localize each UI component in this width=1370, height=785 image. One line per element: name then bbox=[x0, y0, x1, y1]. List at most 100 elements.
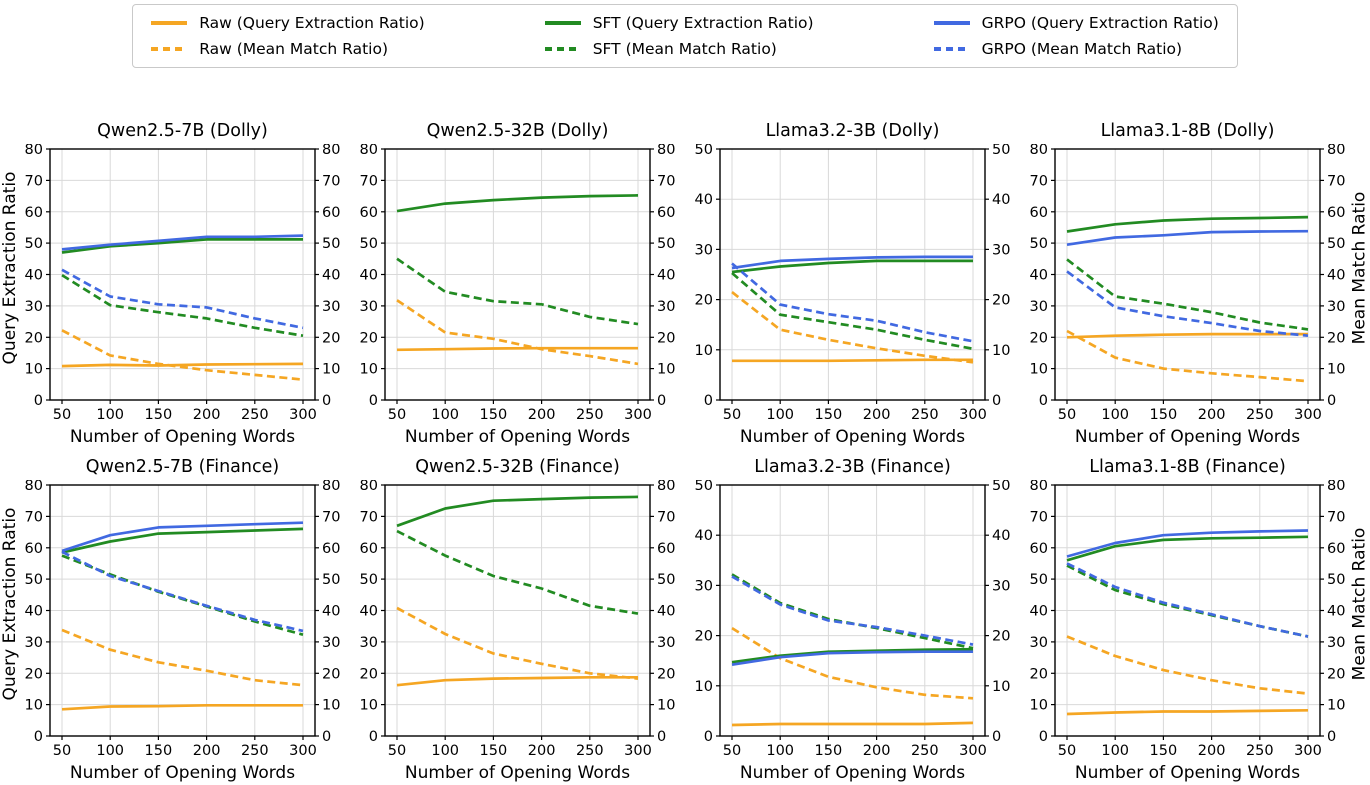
svg-text:150: 150 bbox=[815, 743, 843, 759]
chart-plot-area: 50 100 150 200 250 300 0 0 10 10 20 20 30 30 40 40 50 50 6… bbox=[1030, 144, 1346, 423]
svg-text:60: 60 bbox=[1327, 541, 1345, 557]
svg-text:50: 50 bbox=[723, 743, 741, 759]
chart-title: Llama3.2-3B (Finance) bbox=[754, 457, 951, 477]
svg-text:300: 300 bbox=[624, 743, 652, 759]
svg-text:30: 30 bbox=[657, 635, 675, 651]
svg-text:60: 60 bbox=[25, 205, 43, 221]
svg-text:70: 70 bbox=[360, 173, 378, 189]
svg-text:20: 20 bbox=[992, 293, 1010, 309]
svg-text:40: 40 bbox=[695, 192, 713, 208]
svg-text:100: 100 bbox=[96, 743, 124, 759]
x-axis-label: Number of Opening Words bbox=[69, 763, 296, 783]
svg-text:100: 100 bbox=[766, 743, 794, 759]
chart-plot-area: 50 100 150 200 250 300 0 0 10 10 20 20 30 30 40 40 50 50 6… bbox=[360, 144, 676, 423]
x-axis-label: Number of Opening Words bbox=[739, 763, 966, 783]
svg-text:30: 30 bbox=[1327, 635, 1345, 651]
svg-text:10: 10 bbox=[1030, 362, 1048, 378]
svg-text:50: 50 bbox=[1327, 236, 1345, 252]
svg-text:40: 40 bbox=[695, 528, 713, 544]
svg-text:20: 20 bbox=[695, 629, 713, 645]
svg-text:60: 60 bbox=[1030, 541, 1048, 557]
svg-text:150: 150 bbox=[480, 743, 508, 759]
svg-text:300: 300 bbox=[1294, 743, 1322, 759]
svg-text:250: 250 bbox=[576, 407, 604, 423]
chart-title: Qwen2.5-7B (Dolly) bbox=[97, 121, 268, 141]
svg-text:0: 0 bbox=[992, 393, 1001, 409]
svg-text:50: 50 bbox=[388, 407, 406, 423]
svg-text:30: 30 bbox=[695, 578, 713, 594]
svg-text:60: 60 bbox=[25, 541, 43, 557]
svg-text:50: 50 bbox=[695, 480, 713, 494]
legend-label: GRPO (Query Extraction Ratio) bbox=[981, 14, 1219, 32]
svg-text:60: 60 bbox=[1030, 205, 1048, 221]
svg-text:50: 50 bbox=[723, 407, 741, 423]
chart-title: Llama3.1-8B (Dolly) bbox=[1100, 121, 1275, 141]
svg-text:0: 0 bbox=[1039, 729, 1048, 745]
x-axis-label: Number of Opening Words bbox=[69, 427, 296, 447]
svg-text:40: 40 bbox=[25, 604, 43, 620]
svg-text:60: 60 bbox=[360, 541, 378, 557]
svg-text:150: 150 bbox=[1150, 743, 1178, 759]
svg-text:50: 50 bbox=[53, 743, 71, 759]
svg-text:100: 100 bbox=[1101, 743, 1129, 759]
x-axis-label: Number of Opening Words bbox=[1074, 427, 1301, 447]
svg-text:20: 20 bbox=[695, 293, 713, 309]
chart-row-finance: Query Extraction Ratio Qwen2.5-7B (Finan… bbox=[0, 454, 1370, 784]
svg-text:20: 20 bbox=[992, 629, 1010, 645]
svg-text:80: 80 bbox=[1030, 480, 1048, 494]
svg-text:50: 50 bbox=[25, 572, 43, 588]
svg-text:70: 70 bbox=[657, 509, 675, 525]
x-axis-label: Number of Opening Words bbox=[739, 427, 966, 447]
svg-text:300: 300 bbox=[289, 743, 317, 759]
svg-text:30: 30 bbox=[992, 242, 1010, 258]
svg-text:70: 70 bbox=[1030, 509, 1048, 525]
svg-text:10: 10 bbox=[657, 698, 675, 714]
svg-text:40: 40 bbox=[992, 192, 1010, 208]
svg-text:0: 0 bbox=[1039, 393, 1048, 409]
svg-text:10: 10 bbox=[992, 679, 1010, 695]
svg-text:200: 200 bbox=[193, 407, 221, 423]
svg-text:50: 50 bbox=[1030, 236, 1048, 252]
svg-text:0: 0 bbox=[704, 729, 713, 745]
svg-text:0: 0 bbox=[369, 393, 378, 409]
svg-text:40: 40 bbox=[25, 268, 43, 284]
svg-text:80: 80 bbox=[360, 144, 378, 158]
svg-text:0: 0 bbox=[34, 729, 43, 745]
svg-text:10: 10 bbox=[1327, 698, 1345, 714]
svg-text:30: 30 bbox=[25, 299, 43, 315]
legend-line-sample bbox=[151, 21, 188, 25]
svg-text:20: 20 bbox=[322, 330, 340, 346]
svg-text:0: 0 bbox=[657, 393, 666, 409]
svg-text:70: 70 bbox=[1327, 509, 1345, 525]
legend-item-raw-qer: Raw (Query Extraction Ratio) bbox=[151, 14, 425, 32]
svg-text:70: 70 bbox=[322, 173, 340, 189]
svg-text:70: 70 bbox=[360, 509, 378, 525]
svg-text:30: 30 bbox=[1030, 299, 1048, 315]
svg-text:150: 150 bbox=[145, 743, 173, 759]
figure-canvas: Raw (Query Extraction Ratio) Raw (Mean M… bbox=[0, 4, 1370, 784]
svg-text:60: 60 bbox=[360, 205, 378, 221]
legend-line-sample bbox=[544, 47, 581, 51]
x-axis-label: Number of Opening Words bbox=[404, 763, 631, 783]
svg-text:200: 200 bbox=[863, 743, 891, 759]
charts-grid: Query Extraction Ratio Qwen2.5-7B (Dolly… bbox=[0, 118, 1370, 784]
svg-text:60: 60 bbox=[322, 205, 340, 221]
svg-text:0: 0 bbox=[1327, 393, 1336, 409]
svg-text:40: 40 bbox=[322, 268, 340, 284]
svg-text:300: 300 bbox=[959, 407, 987, 423]
svg-text:80: 80 bbox=[657, 480, 675, 494]
svg-text:10: 10 bbox=[695, 343, 713, 359]
svg-text:0: 0 bbox=[657, 729, 666, 745]
svg-text:80: 80 bbox=[657, 144, 675, 158]
svg-text:50: 50 bbox=[360, 236, 378, 252]
chart-title: Llama3.1-8B (Finance) bbox=[1089, 457, 1286, 477]
svg-text:10: 10 bbox=[992, 343, 1010, 359]
svg-text:0: 0 bbox=[1327, 729, 1336, 745]
svg-text:40: 40 bbox=[322, 604, 340, 620]
svg-text:200: 200 bbox=[1198, 407, 1226, 423]
svg-text:40: 40 bbox=[1030, 604, 1048, 620]
subplot-llama3-1-8b-finance: Llama3.1-8B (Finance) 50 100 150 200 250 300 0… bbox=[1020, 454, 1355, 784]
svg-text:70: 70 bbox=[657, 173, 675, 189]
chart-plot-area: 50 100 150 200 250 300 0 0 10 10 20 20 30 30 40 40 50 50 6… bbox=[25, 480, 341, 759]
svg-text:30: 30 bbox=[992, 578, 1010, 594]
